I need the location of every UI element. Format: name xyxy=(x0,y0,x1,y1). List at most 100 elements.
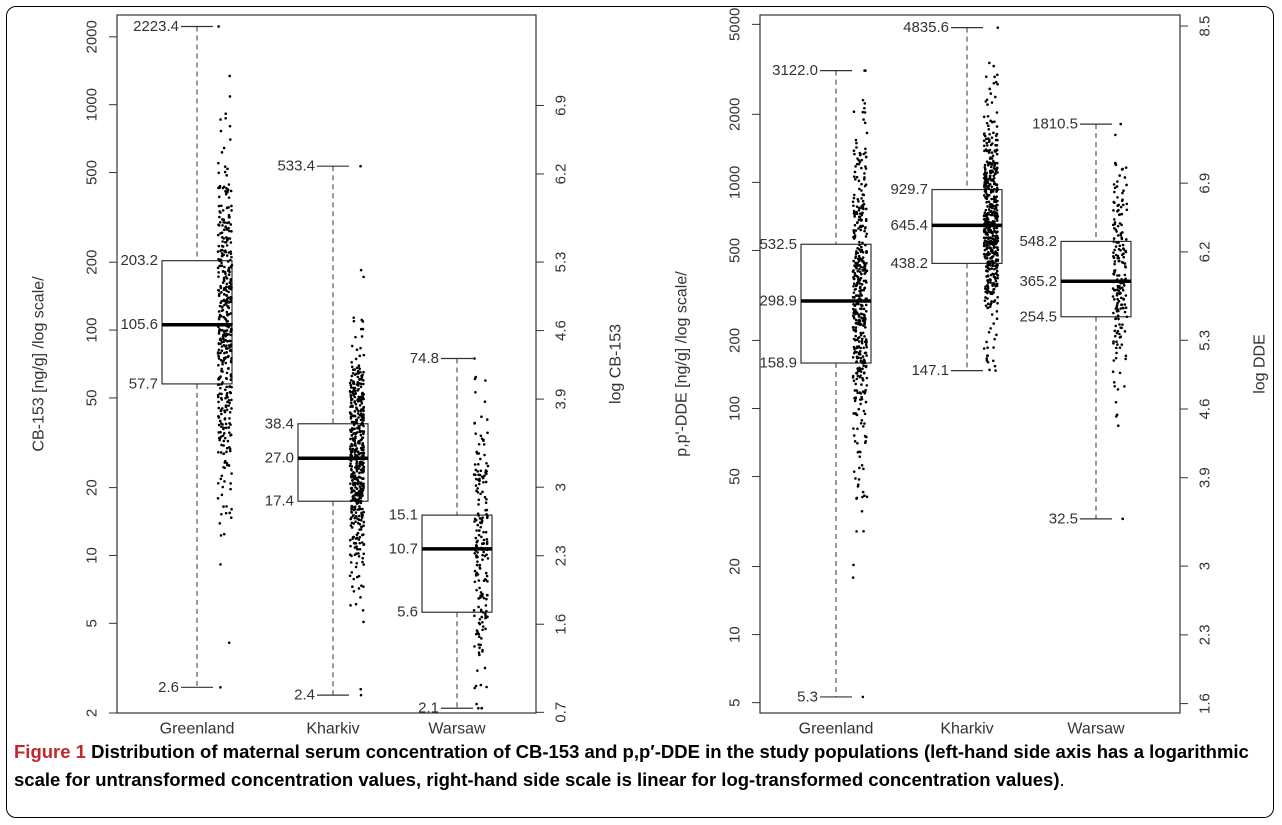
panel1-greenland-point xyxy=(225,254,229,257)
panel1-greenland-point xyxy=(222,221,225,224)
panel2-warsaw-point xyxy=(1113,161,1117,165)
panel1-greenland-point xyxy=(220,261,223,265)
panel1-warsaw-point xyxy=(477,579,481,582)
panel1-greenland-point xyxy=(223,317,227,320)
panel2-warsaw-point xyxy=(1119,281,1122,285)
panel1-greenland-point xyxy=(225,186,228,190)
panel1-greenland-point xyxy=(217,161,220,165)
panel1-greenland-point xyxy=(230,507,233,511)
panel1-kharkiv-point xyxy=(359,501,363,505)
panel2-warsaw-median-label: 365.2 xyxy=(1019,273,1057,290)
panel2-greenland-point xyxy=(853,234,857,237)
panel1-kharkiv-point xyxy=(360,513,364,517)
panel2-right-tick-label: 6.2 xyxy=(1197,241,1214,262)
panel1-kharkiv-point xyxy=(361,373,364,377)
panel2-greenland-point xyxy=(863,287,866,290)
panel1-greenland-point xyxy=(220,407,224,410)
panel2-warsaw-point xyxy=(1117,213,1121,216)
panel2-kharkiv-point xyxy=(986,306,990,310)
panel1-kharkiv-point xyxy=(359,268,363,272)
panel2-greenland-point xyxy=(854,330,858,333)
panel2-greenland-point xyxy=(860,307,863,311)
panel2-kharkiv-point xyxy=(996,248,1000,252)
panel1-greenland-point xyxy=(224,190,227,193)
panel2-greenland-point xyxy=(853,440,857,443)
panel2-warsaw-point xyxy=(1117,317,1120,321)
panel2-greenland-point xyxy=(851,235,855,239)
panel1-kharkiv-point xyxy=(358,465,361,468)
panel2-greenland-point xyxy=(857,297,861,301)
panel1-greenland-max-label: 2223.4 xyxy=(133,18,179,35)
panel2-greenland-point xyxy=(858,240,861,244)
panel1-greenland-point xyxy=(223,436,227,440)
panel1-right-tick-label: 2.3 xyxy=(553,545,570,566)
panel1-greenland-q1-label: 57.7 xyxy=(129,375,158,392)
panel2-kharkiv-point xyxy=(995,186,999,190)
panel1-greenland-point xyxy=(225,238,229,241)
panel2-warsaw-point xyxy=(1119,122,1123,126)
panel1-greenland-point xyxy=(219,375,222,378)
panel1-kharkiv-point xyxy=(355,449,358,453)
panel1-greenland-point xyxy=(217,257,220,261)
panel1-greenland-min-label: 2.6 xyxy=(158,679,179,696)
panel1-warsaw-point xyxy=(480,535,483,539)
panel1-kharkiv-point xyxy=(357,508,361,511)
panel2-greenland-point xyxy=(854,326,858,329)
panel1-greenland-point xyxy=(229,433,233,437)
panel2-greenland-point xyxy=(857,315,861,318)
panel2-greenland-point xyxy=(852,282,856,285)
panel1-greenland-point xyxy=(225,351,228,354)
panel1-greenland-point xyxy=(224,388,227,392)
panel1-greenland-point xyxy=(227,290,230,294)
panel2-kharkiv-point xyxy=(995,168,999,171)
panel1-kharkiv-point xyxy=(362,457,365,461)
panel1-greenland-point xyxy=(216,233,220,237)
panel1-kharkiv-point xyxy=(359,418,363,422)
panel1-greenland-point xyxy=(226,320,230,323)
panel1-kharkiv-point xyxy=(350,360,353,364)
panel2-kharkiv-point xyxy=(988,169,992,173)
panel1-greenland-point xyxy=(225,332,228,335)
panel1-kharkiv-point xyxy=(350,526,354,529)
panel1-greenland-point xyxy=(230,263,234,267)
panel2-kharkiv-point xyxy=(985,171,989,175)
panel1-greenland-point xyxy=(229,312,233,315)
panel1-greenland-point xyxy=(227,215,231,219)
panel1-warsaw-point xyxy=(484,614,487,618)
panel2-kharkiv-point xyxy=(991,237,995,241)
panel2-kharkiv-point xyxy=(995,234,999,238)
panel1-greenland-point xyxy=(229,343,233,346)
panel1-kharkiv-point xyxy=(357,395,361,399)
panel1-plot-frame xyxy=(116,14,537,714)
panel1-warsaw-point xyxy=(473,421,477,425)
panel2-kharkiv-point xyxy=(985,193,989,197)
panel2-warsaw-point xyxy=(1121,191,1124,195)
panel1-kharkiv-point xyxy=(361,395,365,399)
panel2-greenland-point xyxy=(859,421,863,425)
panel2-warsaw-point xyxy=(1114,324,1118,328)
panel1-warsaw-point xyxy=(474,432,477,435)
panel2-warsaw-point xyxy=(1122,255,1125,259)
panel1-warsaw-q1-label: 5.6 xyxy=(397,604,418,621)
panel2-greenland-point xyxy=(857,162,861,166)
panel2-right-tick-label: 4.6 xyxy=(1197,399,1214,420)
panel2-greenland-point xyxy=(859,333,863,337)
panel2-kharkiv-point xyxy=(996,203,999,207)
panel2-greenland-point xyxy=(855,250,858,253)
panel2-warsaw-point xyxy=(1123,262,1127,265)
panel2-kharkiv-point xyxy=(984,217,988,221)
panel1-kharkiv-point xyxy=(355,464,358,467)
panel1-greenland-point xyxy=(221,485,225,489)
panel1-greenland-point xyxy=(221,362,224,366)
panel2-greenland-point xyxy=(853,264,856,267)
panel2-kharkiv-point xyxy=(992,180,996,183)
panel2-greenland-point xyxy=(863,340,867,344)
panel1-kharkiv-point xyxy=(361,327,365,331)
panel1-greenland-point xyxy=(228,401,231,405)
panel1-warsaw-point xyxy=(474,547,478,550)
panel2-kharkiv-point xyxy=(989,228,993,232)
panel2-warsaw-point xyxy=(1123,310,1127,314)
panel2-greenland-point xyxy=(864,155,868,159)
panel1-greenland-point xyxy=(224,112,228,116)
panel1-warsaw-point xyxy=(486,464,490,468)
